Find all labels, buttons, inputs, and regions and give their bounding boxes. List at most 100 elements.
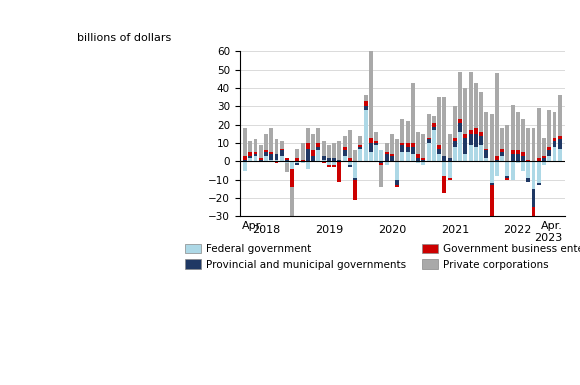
- Bar: [285, 158, 289, 159]
- Text: Apr.: Apr.: [242, 221, 264, 231]
- Bar: [390, 134, 394, 154]
- Bar: [437, 145, 441, 149]
- Bar: [405, 121, 409, 143]
- Bar: [542, 161, 546, 165]
- Bar: [374, 132, 378, 141]
- Bar: [453, 137, 457, 141]
- Bar: [400, 119, 404, 143]
- Bar: [500, 152, 504, 156]
- Bar: [343, 147, 347, 151]
- Bar: [295, 158, 299, 161]
- Bar: [500, 128, 504, 149]
- Text: 2021: 2021: [441, 224, 469, 234]
- Bar: [364, 106, 368, 110]
- Bar: [390, 154, 394, 156]
- Bar: [395, 180, 399, 185]
- Bar: [490, 183, 494, 185]
- Bar: [490, 114, 494, 161]
- Bar: [443, 156, 446, 161]
- Bar: [306, 161, 310, 169]
- Bar: [432, 116, 436, 123]
- Bar: [542, 137, 546, 156]
- Bar: [453, 141, 457, 147]
- Bar: [427, 137, 430, 139]
- Bar: [463, 134, 467, 137]
- Bar: [542, 158, 546, 161]
- Bar: [558, 136, 561, 139]
- Bar: [322, 159, 325, 161]
- Bar: [484, 158, 488, 161]
- Bar: [416, 154, 420, 158]
- Text: 2020: 2020: [378, 224, 406, 234]
- Bar: [432, 127, 436, 130]
- Bar: [495, 156, 499, 159]
- Bar: [469, 145, 473, 161]
- Bar: [327, 145, 331, 158]
- Bar: [469, 134, 473, 145]
- Bar: [327, 158, 331, 161]
- Bar: [379, 165, 383, 187]
- Text: 2022: 2022: [503, 224, 532, 234]
- Bar: [338, 141, 342, 159]
- Bar: [327, 165, 331, 167]
- Bar: [248, 156, 252, 158]
- Bar: [353, 151, 357, 161]
- Bar: [458, 119, 462, 123]
- Bar: [243, 156, 247, 159]
- Bar: [458, 132, 462, 161]
- Bar: [537, 108, 541, 158]
- Bar: [269, 128, 273, 152]
- Bar: [332, 143, 336, 158]
- Bar: [353, 180, 357, 200]
- Bar: [495, 159, 499, 161]
- Bar: [311, 156, 315, 161]
- Bar: [348, 161, 352, 165]
- Bar: [516, 151, 520, 154]
- Bar: [510, 151, 514, 154]
- Bar: [443, 161, 446, 176]
- Bar: [306, 128, 310, 143]
- Bar: [422, 134, 425, 158]
- Bar: [516, 161, 520, 163]
- Bar: [264, 134, 268, 151]
- Bar: [479, 92, 483, 132]
- Bar: [269, 154, 273, 159]
- Bar: [510, 154, 514, 161]
- Bar: [553, 141, 556, 147]
- Bar: [526, 178, 530, 181]
- Bar: [248, 141, 252, 152]
- Bar: [531, 128, 535, 161]
- Bar: [280, 149, 284, 151]
- Bar: [295, 161, 299, 163]
- Bar: [358, 147, 362, 149]
- Legend: Federal government, Provincial and municipal governments, Government business en: Federal government, Provincial and munic…: [181, 240, 580, 274]
- Bar: [243, 159, 247, 161]
- Bar: [253, 156, 258, 161]
- Bar: [505, 178, 509, 180]
- Bar: [411, 147, 415, 154]
- Bar: [521, 119, 525, 152]
- Bar: [432, 130, 436, 161]
- Bar: [411, 143, 415, 147]
- Bar: [301, 143, 304, 159]
- Bar: [553, 137, 556, 141]
- Bar: [411, 154, 415, 161]
- Bar: [301, 161, 304, 163]
- Bar: [405, 152, 409, 161]
- Bar: [395, 161, 399, 180]
- Bar: [353, 161, 357, 178]
- Bar: [427, 139, 430, 143]
- Bar: [505, 161, 509, 176]
- Bar: [505, 176, 509, 178]
- Bar: [500, 149, 504, 152]
- Bar: [558, 139, 561, 149]
- Bar: [516, 154, 520, 161]
- Bar: [537, 183, 541, 185]
- Bar: [322, 156, 325, 159]
- Bar: [437, 154, 441, 161]
- Bar: [290, 169, 294, 187]
- Bar: [306, 149, 310, 161]
- Text: billions of dollars: billions of dollars: [77, 33, 171, 43]
- Bar: [416, 161, 420, 163]
- Bar: [443, 97, 446, 156]
